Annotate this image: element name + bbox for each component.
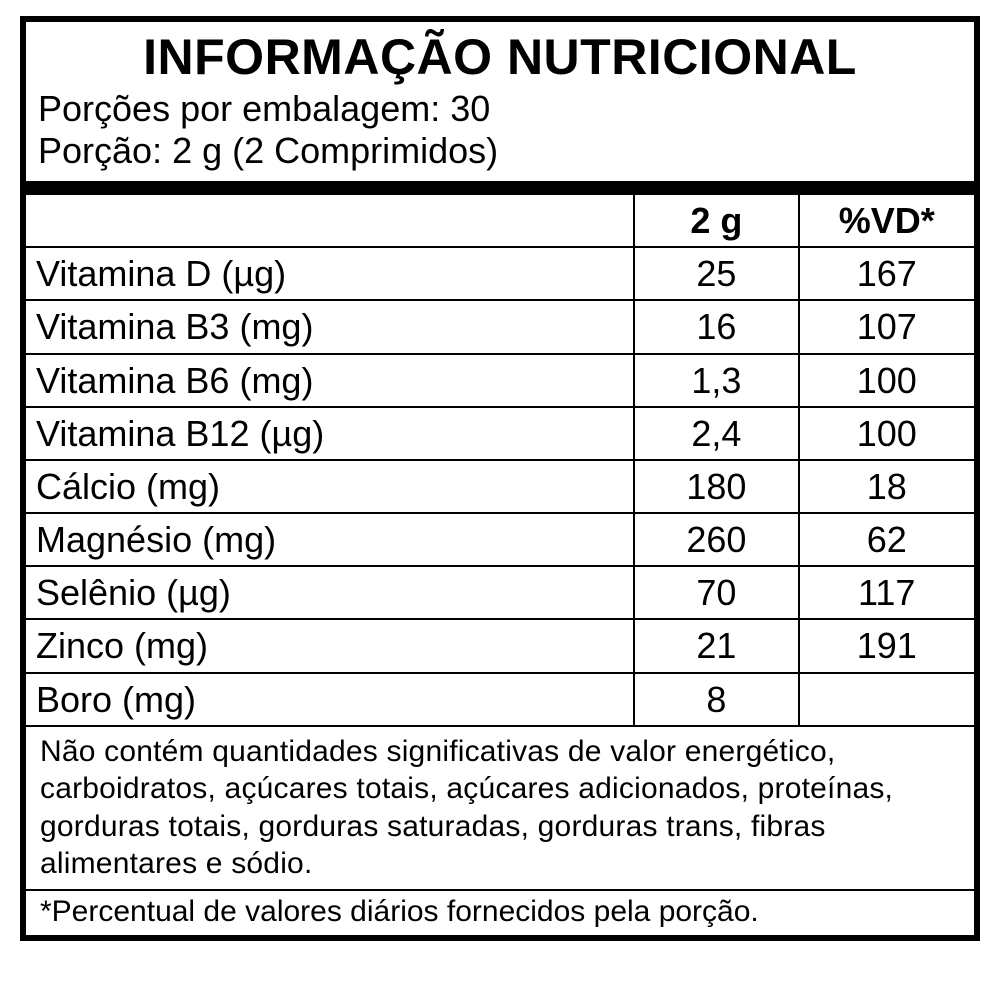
nutrient-amount: 25 xyxy=(634,247,798,300)
thick-divider xyxy=(26,181,974,195)
nutrient-dv: 191 xyxy=(799,619,975,672)
nutrient-amount: 21 xyxy=(634,619,798,672)
serving-size: Porção: 2 g (2 Comprimidos) xyxy=(38,130,962,172)
nutrient-name: Magnésio (mg) xyxy=(26,513,634,566)
nutrient-name: Cálcio (mg) xyxy=(26,460,634,513)
serving-info: Porções por embalagem: 30 Porção: 2 g (2… xyxy=(26,88,974,181)
table-row: Selênio (µg) 70 117 xyxy=(26,566,974,619)
nutrient-amount: 70 xyxy=(634,566,798,619)
nutrient-name: Vitamina D (µg) xyxy=(26,247,634,300)
nutrient-amount: 8 xyxy=(634,673,798,726)
nutrient-amount: 180 xyxy=(634,460,798,513)
table-row: Vitamina B12 (µg) 2,4 100 xyxy=(26,407,974,460)
table-row: Vitamina B3 (mg) 16 107 xyxy=(26,300,974,353)
nutrient-name: Boro (mg) xyxy=(26,673,634,726)
nutrient-dv: 167 xyxy=(799,247,975,300)
nutrient-dv xyxy=(799,673,975,726)
table-row: Zinco (mg) 21 191 xyxy=(26,619,974,672)
table-row: Magnésio (mg) 260 62 xyxy=(26,513,974,566)
servings-per-container: Porções por embalagem: 30 xyxy=(38,88,962,130)
nutrient-name: Vitamina B6 (mg) xyxy=(26,354,634,407)
header-name xyxy=(26,195,634,247)
nutrient-amount: 260 xyxy=(634,513,798,566)
nutrient-dv: 62 xyxy=(799,513,975,566)
nutrient-dv: 100 xyxy=(799,407,975,460)
dv-footnote: *Percentual de valores diários fornecido… xyxy=(26,891,974,935)
nutrient-dv: 100 xyxy=(799,354,975,407)
nutrient-name: Vitamina B12 (µg) xyxy=(26,407,634,460)
nutrient-dv: 18 xyxy=(799,460,975,513)
table-row: Boro (mg) 8 xyxy=(26,673,974,726)
nutrient-name: Zinco (mg) xyxy=(26,619,634,672)
table-row: Vitamina D (µg) 25 167 xyxy=(26,247,974,300)
table-header-row: 2 g %VD* xyxy=(26,195,974,247)
table-row: Cálcio (mg) 180 18 xyxy=(26,460,974,513)
insignificant-note: Não contém quantidades significativas de… xyxy=(26,727,974,889)
nutrient-name: Selênio (µg) xyxy=(26,566,634,619)
nutrient-dv: 107 xyxy=(799,300,975,353)
nutrient-amount: 2,4 xyxy=(634,407,798,460)
table-row: Vitamina B6 (mg) 1,3 100 xyxy=(26,354,974,407)
panel-title: INFORMAÇÃO NUTRICIONAL xyxy=(26,22,974,88)
nutrition-facts-panel: INFORMAÇÃO NUTRICIONAL Porções por embal… xyxy=(20,16,980,941)
nutrient-amount: 16 xyxy=(634,300,798,353)
nutrient-name: Vitamina B3 (mg) xyxy=(26,300,634,353)
nutrition-table: 2 g %VD* Vitamina D (µg) 25 167 Vitamina… xyxy=(26,195,974,727)
nutrient-dv: 117 xyxy=(799,566,975,619)
nutrient-amount: 1,3 xyxy=(634,354,798,407)
header-dv: %VD* xyxy=(799,195,975,247)
header-amount: 2 g xyxy=(634,195,798,247)
